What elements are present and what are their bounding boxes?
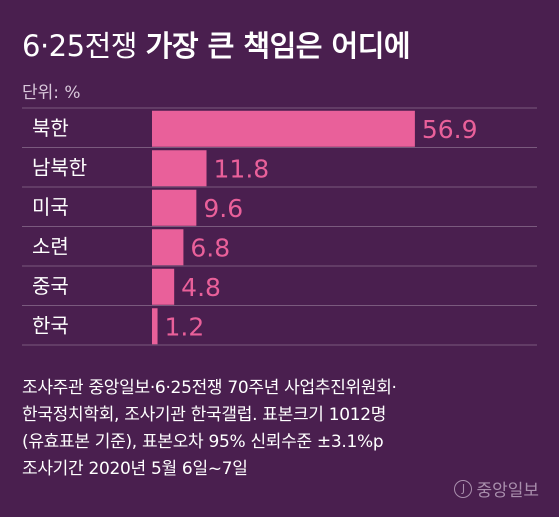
bar: [152, 308, 158, 345]
unit-label: 단위: %: [22, 83, 81, 103]
chart-title-light: 6·25전쟁: [22, 29, 137, 63]
category-label: 소련: [32, 234, 69, 258]
value-label: 4.8: [181, 273, 221, 302]
bar: [152, 229, 184, 266]
value-label: 56.9: [422, 115, 478, 144]
bar: [152, 189, 197, 226]
chart-title: 6·25전쟁 가장 큰 책임은 어디에: [22, 28, 411, 64]
logo-mark-icon: J: [454, 479, 473, 498]
category-label: 북한: [32, 116, 69, 140]
survey-note-line: 조사기간 2020년 5월 6일~7일: [22, 459, 248, 479]
bar-chart: 북한 56.9 남북한 11.8 미국 9.6 소련 6.8 중국 4.8 한국 1.2: [22, 107, 537, 346]
value-label: 1.2: [165, 312, 205, 341]
value-label: 6.8: [190, 233, 230, 262]
survey-note-line: (유효표본 기준), 표본오차 95% 신뢰수준 ±3.1%p: [22, 432, 384, 452]
survey-note-line: 조사주관 중앙일보·6·25전쟁 70주년 사업추진위원회·: [22, 378, 397, 398]
publisher-logo: J 중앙일보: [454, 476, 539, 501]
category-label: 남북한: [32, 155, 87, 179]
value-label: 9.6: [203, 194, 243, 223]
logo-text: 중앙일보: [476, 481, 539, 501]
survey-notes: 조사주관 중앙일보·6·25전쟁 70주년 사업추진위원회· 한국정치학회, 조…: [22, 375, 397, 483]
value-label: 11.8: [214, 154, 270, 183]
bar: [152, 268, 175, 305]
bar: [152, 150, 207, 187]
category-label: 중국: [32, 274, 69, 298]
bar: [152, 110, 415, 147]
category-label: 미국: [32, 195, 69, 219]
chart-title-bold: 가장 큰 책임은 어디에: [145, 29, 411, 63]
survey-note-line: 한국정치학회, 조사기관 한국갤럽. 표본크기 1012명: [22, 405, 387, 425]
category-label: 한국: [32, 313, 69, 337]
